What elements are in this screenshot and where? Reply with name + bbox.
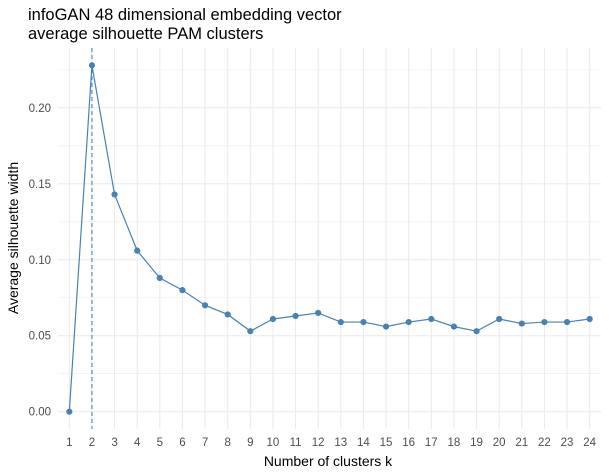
data-point (473, 328, 480, 335)
data-point (518, 320, 525, 327)
x-tick-label: 5 (157, 437, 163, 449)
x-tick-label: 10 (267, 437, 280, 449)
x-tick-label: 3 (111, 437, 117, 449)
data-point (111, 191, 118, 198)
x-tick-label: 22 (538, 437, 551, 449)
y-tick-label: 0.15 (29, 179, 51, 191)
y-tick-labels: 0.00 0.05 0.10 0.15 0.20 (29, 103, 51, 419)
x-axis-title: Number of clusters k (264, 453, 393, 469)
data-point (224, 311, 231, 318)
x-tick-label: 14 (357, 437, 370, 449)
x-tick-label: 17 (425, 437, 438, 449)
series (66, 62, 593, 415)
data-point (134, 247, 141, 254)
grid (58, 48, 601, 429)
x-tick-label: 1 (66, 437, 72, 449)
data-point (269, 315, 277, 323)
data-point (450, 323, 458, 330)
x-tick-label: 7 (202, 437, 208, 449)
x-tick-label: 11 (290, 437, 302, 449)
chart-title-line1: infoGAN 48 dimensional embedding vector (28, 6, 342, 24)
data-point (179, 287, 186, 294)
x-tick-label: 8 (224, 437, 230, 449)
data-point (66, 408, 73, 415)
y-tick-label: 0.05 (29, 331, 51, 343)
x-tick-label: 24 (583, 437, 596, 449)
chart-title-line2: average silhouette PAM clusters (28, 25, 263, 43)
data-point (315, 309, 322, 317)
x-tick-label: 12 (312, 437, 325, 449)
x-tick-label: 15 (380, 437, 393, 449)
data-point (201, 302, 209, 309)
x-tick-labels: 1 2 3 4 5 6 7 8 9 10 11 12 13 14 15 16 17 18 19 20 21 22 23 24 (66, 437, 597, 449)
x-tick-label: 9 (247, 437, 253, 449)
y-tick-label: 0.00 (29, 407, 51, 419)
data-point (292, 312, 299, 320)
x-tick-label: 21 (515, 437, 528, 449)
data-point (156, 274, 163, 282)
x-tick-label: 6 (179, 437, 185, 449)
x-tick-label: 16 (402, 437, 415, 449)
x-tick-label: 20 (493, 437, 506, 449)
x-tick-label: 18 (448, 437, 461, 449)
data-point (405, 318, 412, 326)
data-point (428, 315, 435, 323)
data-point (541, 318, 548, 326)
y-axis-title: Average silhouette width (5, 162, 21, 314)
data-point (563, 318, 571, 326)
data-point (247, 328, 254, 335)
x-tick-label: 4 (134, 437, 141, 449)
y-tick-label: 0.20 (29, 103, 51, 115)
y-tick-label: 0.10 (29, 255, 51, 267)
series-line (68, 65, 590, 412)
x-tick-label: 23 (561, 437, 574, 449)
data-point (360, 318, 367, 326)
data-point (88, 62, 96, 69)
data-point (496, 315, 503, 323)
x-tick-label: 2 (89, 437, 95, 449)
data-point (337, 318, 344, 326)
data-point (382, 323, 390, 330)
x-tick-label: 19 (470, 437, 483, 449)
x-tick-label: 13 (334, 437, 347, 449)
data-point (586, 315, 593, 323)
